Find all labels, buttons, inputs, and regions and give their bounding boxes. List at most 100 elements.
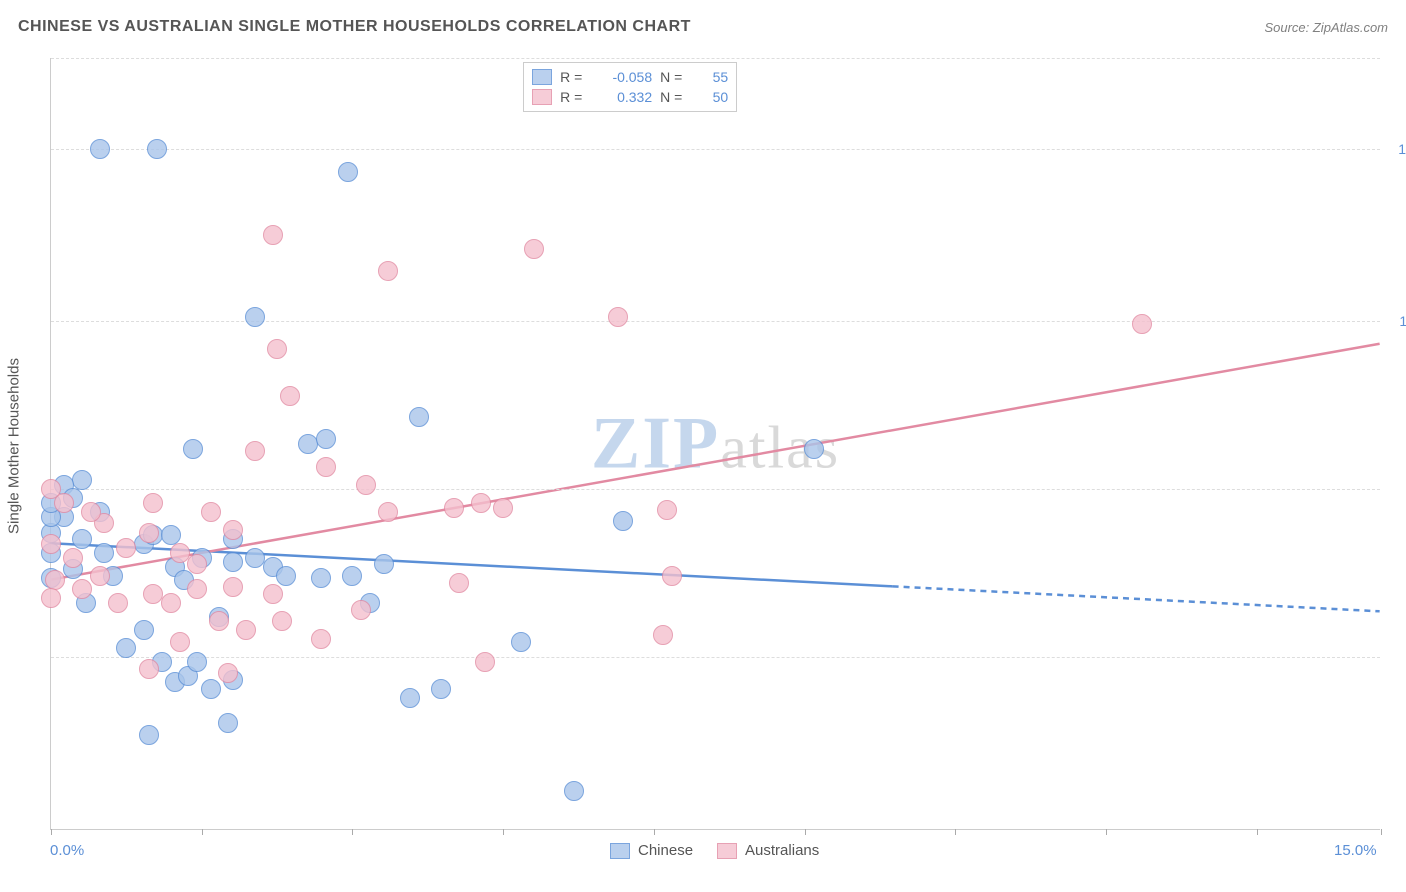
scatter-point bbox=[276, 566, 296, 586]
scatter-point bbox=[338, 162, 358, 182]
scatter-point bbox=[183, 439, 203, 459]
scatter-point bbox=[72, 470, 92, 490]
scatter-point bbox=[374, 554, 394, 574]
x-tick bbox=[1106, 829, 1107, 835]
scatter-point bbox=[223, 520, 243, 540]
legend-correlation-row: R =0.332N =50 bbox=[532, 87, 728, 107]
scatter-point bbox=[187, 554, 207, 574]
legend-swatch bbox=[532, 69, 552, 85]
x-tick bbox=[1257, 829, 1258, 835]
scatter-point bbox=[218, 663, 238, 683]
scatter-point bbox=[116, 538, 136, 558]
scatter-point bbox=[134, 620, 154, 640]
x-tick bbox=[503, 829, 504, 835]
scatter-point bbox=[1132, 314, 1152, 334]
y-tick-label: 11.2% bbox=[1388, 313, 1406, 329]
scatter-point bbox=[161, 593, 181, 613]
legend-correlation-row: R = -0.058 N = 55 bbox=[532, 67, 728, 87]
x-tick bbox=[352, 829, 353, 835]
scatter-point bbox=[139, 725, 159, 745]
scatter-point bbox=[143, 584, 163, 604]
scatter-point bbox=[311, 568, 331, 588]
x-tick bbox=[202, 829, 203, 835]
y-axis-title: Single Mother Households bbox=[6, 358, 23, 534]
trend-line bbox=[51, 344, 1379, 580]
scatter-point bbox=[263, 584, 283, 604]
scatter-point bbox=[147, 139, 167, 159]
scatter-point bbox=[187, 652, 207, 672]
scatter-point bbox=[511, 632, 531, 652]
scatter-point bbox=[378, 502, 398, 522]
y-tick-label: 15.0% bbox=[1388, 141, 1406, 157]
scatter-point bbox=[409, 407, 429, 427]
watermark-zip: ZIP bbox=[591, 401, 720, 486]
scatter-point bbox=[41, 534, 61, 554]
legend-series-label: Chinese bbox=[638, 842, 693, 859]
scatter-point bbox=[245, 307, 265, 327]
n-label: N = bbox=[660, 69, 688, 85]
x-tick bbox=[51, 829, 52, 835]
scatter-point bbox=[45, 570, 65, 590]
n-value: 50 bbox=[696, 89, 728, 105]
scatter-point bbox=[81, 502, 101, 522]
scatter-point bbox=[116, 638, 136, 658]
scatter-point bbox=[524, 239, 544, 259]
scatter-point bbox=[444, 498, 464, 518]
gridline bbox=[51, 489, 1380, 490]
r-label: R = bbox=[560, 69, 588, 85]
x-tick bbox=[955, 829, 956, 835]
scatter-point bbox=[209, 611, 229, 631]
scatter-point bbox=[143, 493, 163, 513]
scatter-point bbox=[378, 261, 398, 281]
x-tick bbox=[1381, 829, 1382, 835]
scatter-point bbox=[657, 500, 677, 520]
scatter-point bbox=[653, 625, 673, 645]
scatter-point bbox=[108, 593, 128, 613]
scatter-point bbox=[41, 588, 61, 608]
legend-series: Chinese Australians bbox=[610, 842, 819, 859]
scatter-point bbox=[236, 620, 256, 640]
scatter-point bbox=[608, 307, 628, 327]
chart-container: CHINESE VS AUSTRALIAN SINGLE MOTHER HOUS… bbox=[0, 0, 1406, 892]
legend-swatch bbox=[610, 843, 630, 859]
scatter-point bbox=[63, 548, 83, 568]
scatter-point bbox=[493, 498, 513, 518]
x-tick bbox=[654, 829, 655, 835]
scatter-point bbox=[41, 479, 61, 499]
scatter-point bbox=[245, 441, 265, 461]
scatter-point bbox=[564, 781, 584, 801]
legend-series-item: Chinese bbox=[610, 842, 693, 859]
scatter-point bbox=[267, 339, 287, 359]
r-value: 0.332 bbox=[596, 89, 652, 105]
y-tick-label: 3.8% bbox=[1388, 649, 1406, 665]
legend-series-label: Australians bbox=[745, 842, 819, 859]
r-value: -0.058 bbox=[596, 69, 652, 85]
scatter-point bbox=[400, 688, 420, 708]
header-row: CHINESE VS AUSTRALIAN SINGLE MOTHER HOUS… bbox=[18, 18, 1388, 36]
x-axis-max-label: 15.0% bbox=[1334, 842, 1377, 859]
watermark: ZIPatlas bbox=[591, 401, 840, 486]
scatter-point bbox=[161, 525, 181, 545]
gridline bbox=[51, 149, 1380, 150]
legend-correlation: R =-0.058N =55R =0.332N =50 bbox=[523, 62, 737, 112]
scatter-point bbox=[218, 713, 238, 733]
scatter-point bbox=[170, 543, 190, 563]
scatter-point bbox=[613, 511, 633, 531]
scatter-point bbox=[449, 573, 469, 593]
legend-series-item: Australians bbox=[717, 842, 819, 859]
legend-swatch bbox=[532, 89, 552, 105]
scatter-point bbox=[187, 579, 207, 599]
r-label: R = bbox=[560, 89, 588, 105]
plot-area: ZIPatlas R =-0.058N =55R =0.332N =50 3.8… bbox=[50, 58, 1380, 830]
legend-swatch bbox=[717, 843, 737, 859]
n-value: 55 bbox=[696, 69, 728, 85]
scatter-point bbox=[223, 577, 243, 597]
scatter-point bbox=[72, 529, 92, 549]
y-tick-label: 7.5% bbox=[1388, 481, 1406, 497]
scatter-point bbox=[90, 139, 110, 159]
trend-line-dashed bbox=[893, 586, 1380, 611]
scatter-point bbox=[139, 659, 159, 679]
scatter-point bbox=[316, 429, 336, 449]
scatter-point bbox=[316, 457, 336, 477]
scatter-point bbox=[471, 493, 491, 513]
